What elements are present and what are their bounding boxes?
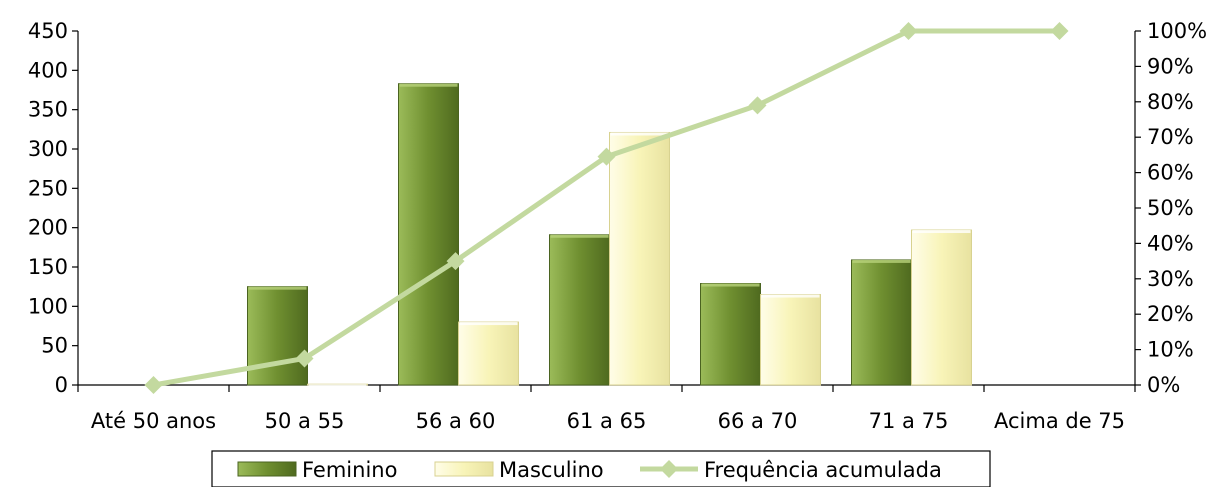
x-category-label: 50 a 55 [265, 409, 345, 433]
legend: Feminino Masculino Frequência acumulada [211, 450, 991, 487]
cumulative-line-marker [597, 147, 616, 166]
y-left-tick-label: 100 [28, 294, 68, 318]
y-right-tick-label: 100% [1147, 19, 1207, 43]
y-left-tick-label: 300 [28, 137, 68, 161]
x-category-label: 66 a 70 [718, 409, 798, 433]
legend-swatch-marker [660, 460, 678, 478]
y-right-tick-label: 90% [1147, 54, 1194, 78]
y-left-tick-label: 0 [55, 373, 68, 397]
bar-feminino [851, 259, 912, 386]
bars [247, 83, 972, 388]
x-category-label: 71 a 75 [869, 409, 949, 433]
y-right-tick-label: 20% [1147, 302, 1194, 326]
x-category-label: Acima de 75 [994, 409, 1125, 433]
legend-swatch-masculino [434, 461, 494, 477]
legend-swatch-feminino [237, 461, 297, 477]
y-right-tick-label: 0% [1147, 373, 1180, 397]
axes: 0 50 100 150 200 250 300 350 400 450 0% 10% 20% 30% 40… [28, 19, 1207, 433]
legend-label-masculino: Masculino [499, 458, 604, 482]
bar-highlight [610, 132, 669, 136]
bar-masculino [911, 229, 972, 386]
y-right-tick-label: 40% [1147, 231, 1194, 255]
legend-label-frequencia: Frequência acumulada [704, 458, 942, 482]
y-right-tick-label: 10% [1147, 338, 1194, 362]
y-left-tick-label: 150 [28, 255, 68, 279]
cumulative-line-marker [899, 22, 918, 40]
bar-highlight [399, 83, 458, 87]
y-left-tick-label: 50 [41, 334, 68, 358]
bar-masculino [760, 294, 821, 386]
cumulative-line-marker [144, 376, 163, 394]
legend-label-feminino: Feminino [302, 458, 397, 482]
bar-highlight [701, 283, 760, 287]
legend-box [211, 450, 991, 487]
cumulative-line-marker [446, 252, 465, 271]
y-right-tick-label: 70% [1147, 125, 1194, 149]
y-right-tick-label: 80% [1147, 90, 1194, 114]
bar-highlight [308, 384, 367, 388]
bar-highlight [459, 322, 518, 326]
cumulative-line [144, 22, 1069, 394]
cumulative-line-marker [748, 96, 767, 115]
cumulative-line-marker [295, 349, 314, 368]
y-left-tick-label: 400 [28, 58, 68, 82]
y-left-tick-label: 200 [28, 216, 68, 240]
x-category-label: 56 a 60 [416, 409, 496, 433]
x-category-label: Até 50 anos [91, 409, 216, 433]
bar-feminino [247, 286, 308, 386]
y-left-tick-label: 350 [28, 98, 68, 122]
bar-highlight [248, 286, 307, 290]
bar-highlight [550, 234, 609, 238]
y-left-tick-label: 450 [28, 19, 68, 43]
bar-masculino [609, 131, 670, 386]
y-right-tick-label: 50% [1147, 196, 1194, 220]
y-right-tick-label: 60% [1147, 161, 1194, 185]
cumulative-line-marker [1050, 22, 1069, 40]
bar-highlight [761, 294, 820, 298]
bar-highlight [852, 259, 911, 263]
y-right-tick-label: 30% [1147, 267, 1194, 291]
y-left-tick-label: 250 [28, 176, 68, 200]
bar-feminino [700, 283, 761, 386]
x-category-label: 61 a 65 [567, 409, 647, 433]
bar-masculino [458, 321, 519, 386]
bar-feminino [549, 234, 610, 386]
bar-feminino [398, 83, 459, 386]
bar-highlight [912, 230, 971, 234]
